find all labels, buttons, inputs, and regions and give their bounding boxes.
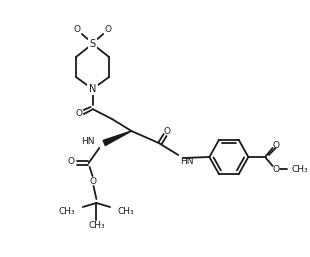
Text: CH₃: CH₃ — [291, 164, 308, 173]
Text: CH₃: CH₃ — [88, 221, 105, 230]
Text: O: O — [163, 126, 170, 135]
Text: N: N — [89, 84, 96, 94]
Text: O: O — [272, 164, 279, 173]
Text: O: O — [89, 177, 96, 186]
Text: O: O — [104, 25, 112, 34]
Text: O: O — [75, 108, 82, 117]
Text: O: O — [68, 157, 75, 166]
Text: O: O — [73, 25, 80, 34]
Text: CH₃: CH₃ — [58, 207, 75, 216]
Text: HN: HN — [180, 157, 194, 166]
Text: HN: HN — [81, 136, 95, 145]
Text: S: S — [90, 39, 95, 49]
Text: O: O — [272, 141, 279, 150]
Polygon shape — [103, 131, 131, 145]
Text: CH₃: CH₃ — [118, 207, 135, 216]
